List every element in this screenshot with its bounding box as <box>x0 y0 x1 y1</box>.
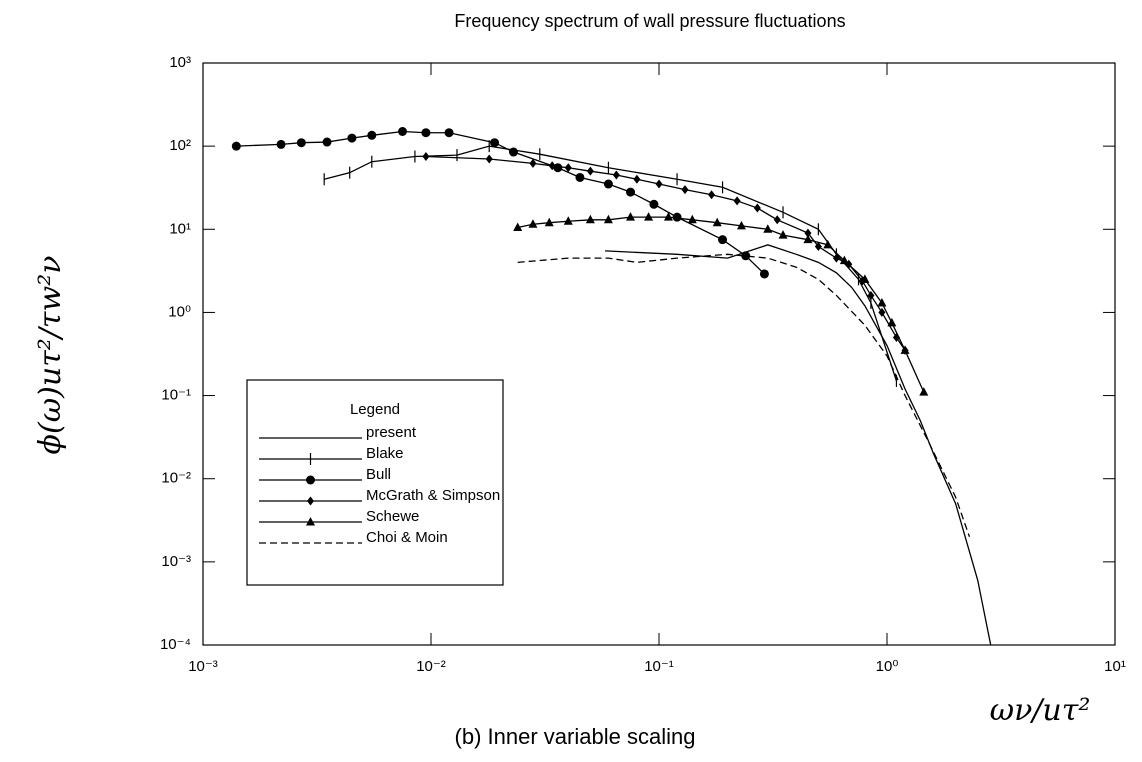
marker <box>867 290 875 300</box>
marker <box>736 220 746 230</box>
marker <box>612 170 620 180</box>
marker <box>759 269 769 279</box>
marker <box>832 253 840 263</box>
marker <box>887 317 897 327</box>
marker <box>422 152 430 162</box>
marker <box>763 224 773 233</box>
marker <box>741 251 751 261</box>
marker <box>773 215 781 225</box>
marker <box>490 138 500 148</box>
marker <box>529 158 537 168</box>
legend-title: Legend <box>350 401 400 418</box>
series-line <box>517 253 971 538</box>
y-tick-label: 10⁻¹ <box>161 387 191 404</box>
marker <box>733 196 741 206</box>
marker <box>398 127 408 137</box>
marker <box>839 255 849 265</box>
marker <box>563 216 573 225</box>
legend-label: Choi & Moin <box>366 529 448 546</box>
marker <box>753 203 761 213</box>
marker <box>919 387 929 396</box>
series-line <box>517 216 925 393</box>
marker <box>367 130 377 140</box>
legend-label: Blake <box>366 445 404 462</box>
legend-label: Bull <box>366 466 391 483</box>
marker <box>804 228 812 238</box>
marker <box>663 212 673 221</box>
chart-caption: (b) Inner variable scaling <box>455 724 696 749</box>
y-tick-label: 10⁻³ <box>161 553 191 570</box>
marker <box>823 239 833 249</box>
marker <box>231 141 241 151</box>
series-line <box>605 244 992 645</box>
marker <box>586 166 594 176</box>
marker <box>778 230 788 239</box>
marker <box>575 172 585 182</box>
chart-title: Frequency spectrum of wall pressure fluc… <box>454 11 845 31</box>
marker <box>655 179 663 189</box>
marker <box>878 307 886 317</box>
marker <box>306 517 315 526</box>
legend-label: McGrath & Simpson <box>366 487 500 504</box>
marker <box>347 133 357 143</box>
marker <box>803 234 813 244</box>
x-axis-label: ων/uτ² <box>990 693 1091 728</box>
marker <box>421 128 431 138</box>
marker <box>585 214 595 224</box>
x-tick-label: 10¹ <box>1104 658 1126 675</box>
marker <box>485 154 493 164</box>
marker <box>307 496 314 506</box>
marker <box>603 214 613 224</box>
marker <box>877 297 887 307</box>
x-tick-label: 10⁻¹ <box>644 658 674 675</box>
marker <box>712 217 722 227</box>
y-tick-label: 10¹ <box>169 220 191 237</box>
marker <box>687 214 697 224</box>
marker <box>508 147 518 157</box>
y-tick-label: 10⁻² <box>161 470 191 487</box>
y-tick-label: 10⁻⁴ <box>160 636 191 653</box>
marker <box>633 174 641 184</box>
marker <box>860 274 870 283</box>
y-axis-label: ϕ(ω)uτ²/τw²ν <box>33 256 68 455</box>
marker <box>626 187 636 197</box>
marker <box>649 199 659 209</box>
marker <box>306 475 315 485</box>
marker <box>553 163 563 173</box>
marker <box>814 242 822 252</box>
marker <box>528 219 538 228</box>
legend-box <box>246 379 504 586</box>
marker <box>548 161 556 171</box>
marker <box>544 217 554 227</box>
series-line <box>236 130 765 275</box>
y-tick-label: 10² <box>169 137 191 154</box>
y-tick-label: 10⁰ <box>168 303 191 320</box>
marker <box>626 212 636 221</box>
marker <box>644 212 654 221</box>
marker <box>603 179 613 189</box>
marker <box>513 222 523 232</box>
marker <box>672 212 682 222</box>
marker <box>564 163 572 173</box>
marker <box>276 139 286 149</box>
y-tick-label: 10³ <box>169 54 191 71</box>
x-tick-label: 10⁻³ <box>188 658 218 675</box>
x-tick-label: 10⁻² <box>416 658 446 675</box>
marker <box>718 235 728 245</box>
legend-label: present <box>366 424 417 441</box>
marker <box>322 137 332 147</box>
marker <box>900 345 910 354</box>
marker <box>444 128 454 138</box>
marker <box>681 185 689 195</box>
legend-label: Schewe <box>366 508 419 525</box>
marker <box>296 138 306 148</box>
marker <box>708 190 716 200</box>
x-tick-label: 10⁰ <box>876 658 899 675</box>
